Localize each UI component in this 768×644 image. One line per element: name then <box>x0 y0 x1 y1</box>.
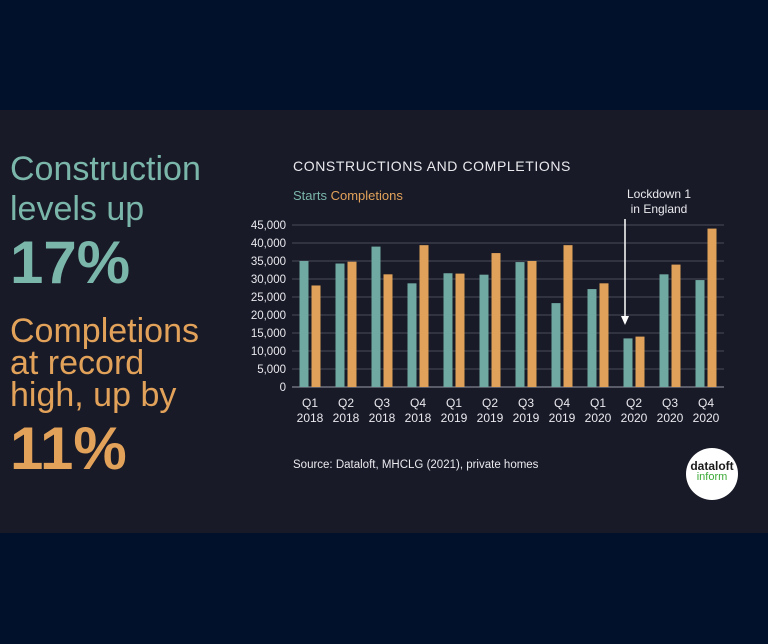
x-tick-year: 2020 <box>621 411 648 425</box>
x-tick-year: 2018 <box>405 411 432 425</box>
x-tick-quarter: Q3 <box>662 396 678 410</box>
legend-completions: Completions <box>330 188 403 203</box>
bar-starts <box>371 246 381 387</box>
legend-starts: Starts <box>293 188 327 203</box>
x-tick-year: 2019 <box>477 411 504 425</box>
x-tick-quarter: Q3 <box>374 396 390 410</box>
y-tick-label: 25,000 <box>251 292 286 304</box>
bar-starts <box>479 274 489 387</box>
annotation-line-1: Lockdown 1 <box>627 187 691 201</box>
y-tick-label: 15,000 <box>251 328 286 340</box>
annotation-line-2: in England <box>631 202 688 216</box>
bar-completions <box>563 245 573 387</box>
x-tick-quarter: Q4 <box>554 396 570 410</box>
y-tick-label: 40,000 <box>251 238 286 250</box>
bar-completions <box>311 285 321 387</box>
completions-percent: 11% <box>10 415 127 482</box>
logo-line-2: inform <box>696 471 728 483</box>
x-tick-quarter: Q2 <box>338 396 354 410</box>
y-tick-label: 10,000 <box>251 346 286 358</box>
logo-line-1: dataloft <box>690 459 734 473</box>
bar-starts <box>587 289 597 387</box>
x-tick-year: 2018 <box>333 411 360 425</box>
x-tick-quarter: Q1 <box>590 396 606 410</box>
x-tick-quarter: Q2 <box>482 396 498 410</box>
y-tick-label: 45,000 <box>251 220 286 232</box>
x-tick-year: 2019 <box>549 411 576 425</box>
completions-line-2: at record <box>10 344 145 382</box>
bar-completions <box>635 336 645 387</box>
x-tick-year: 2019 <box>441 411 468 425</box>
bar-completions <box>455 273 465 387</box>
x-tick-quarter: Q4 <box>410 396 426 410</box>
bar-completions <box>491 253 501 387</box>
chart-legend: Starts Completions <box>293 188 403 203</box>
bar-completions <box>599 283 609 387</box>
construction-percent: 17% <box>10 229 131 296</box>
bar-starts <box>515 262 525 387</box>
bar-starts <box>335 263 345 387</box>
x-tick-year: 2018 <box>369 411 396 425</box>
bar-starts <box>659 274 669 387</box>
y-tick-label: 0 <box>280 382 286 394</box>
x-tick-year: 2020 <box>657 411 684 425</box>
y-tick-label: 5,000 <box>257 364 286 376</box>
x-tick-year: 2019 <box>513 411 540 425</box>
y-tick-label: 20,000 <box>251 310 286 322</box>
bar-starts <box>623 338 633 387</box>
bar-starts <box>299 261 309 387</box>
x-tick-quarter: Q2 <box>626 396 642 410</box>
bar-completions <box>707 228 717 387</box>
annotation-arrow-head <box>621 316 629 325</box>
source-note: Source: Dataloft, MHCLG (2021), private … <box>293 459 539 471</box>
bar-completions <box>347 261 357 387</box>
completions-line-3: high, up by <box>10 376 177 414</box>
y-tick-label: 30,000 <box>251 274 286 286</box>
dataloft-logo: dataloft inform <box>686 448 738 500</box>
x-tick-year: 2020 <box>693 411 720 425</box>
x-tick-quarter: Q1 <box>446 396 462 410</box>
x-tick-year: 2020 <box>585 411 612 425</box>
x-tick-quarter: Q3 <box>518 396 534 410</box>
bar-completions <box>419 245 429 387</box>
bar-completions <box>671 264 681 387</box>
bar-completions <box>527 261 537 387</box>
construction-line-2: levels up <box>10 190 145 228</box>
x-tick-year: 2018 <box>297 411 324 425</box>
bar-completions <box>383 274 393 387</box>
construction-line-1: Construction <box>10 150 201 188</box>
chart-title: CONSTRUCTIONS AND COMPLETIONS <box>293 158 571 174</box>
x-tick-quarter: Q4 <box>698 396 714 410</box>
bar-starts <box>551 303 561 387</box>
x-tick-quarter: Q1 <box>302 396 318 410</box>
bar-starts <box>695 280 705 387</box>
bar-starts <box>443 273 453 387</box>
y-tick-label: 35,000 <box>251 256 286 268</box>
completions-line-1: Completions <box>10 312 199 350</box>
bar-starts <box>407 283 417 387</box>
